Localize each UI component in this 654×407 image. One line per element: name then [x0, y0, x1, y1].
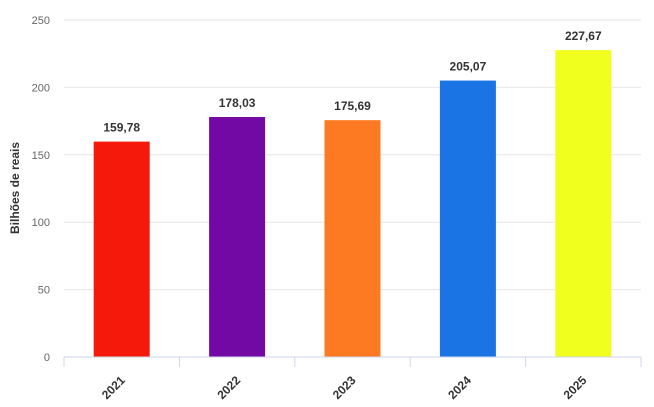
x-tick-label-2022: 2022 [214, 373, 243, 402]
y-tick-label: 200 [32, 82, 50, 94]
bar-2022[interactable] [209, 117, 266, 357]
x-tick-label-2023: 2023 [330, 373, 359, 402]
data-label-2022: 178,03 [219, 96, 256, 110]
bar-2021[interactable] [93, 141, 150, 357]
y-tick-label: 250 [32, 15, 50, 27]
data-label-2021: 159,78 [103, 121, 140, 135]
y-axis-title: Bilhões de reais [8, 142, 22, 234]
data-label-2025: 227,67 [565, 29, 602, 43]
y-tick-label: 150 [32, 150, 50, 162]
y-tick-label: 100 [32, 217, 50, 229]
bars [93, 50, 612, 358]
x-tick-label-2021: 2021 [99, 373, 128, 402]
x-tick-label-2025: 2025 [561, 373, 590, 402]
axes [63, 356, 642, 367]
y-tick-label: 0 [44, 352, 50, 364]
bar-2024[interactable] [439, 80, 496, 357]
data-label-2024: 205,07 [450, 60, 487, 74]
bar-2025[interactable] [555, 50, 612, 358]
data-label-2023: 175,69 [334, 99, 371, 113]
x-tick-label-2024: 2024 [445, 373, 474, 402]
bar-2023[interactable] [324, 120, 381, 357]
y-tick-label: 50 [38, 285, 50, 297]
